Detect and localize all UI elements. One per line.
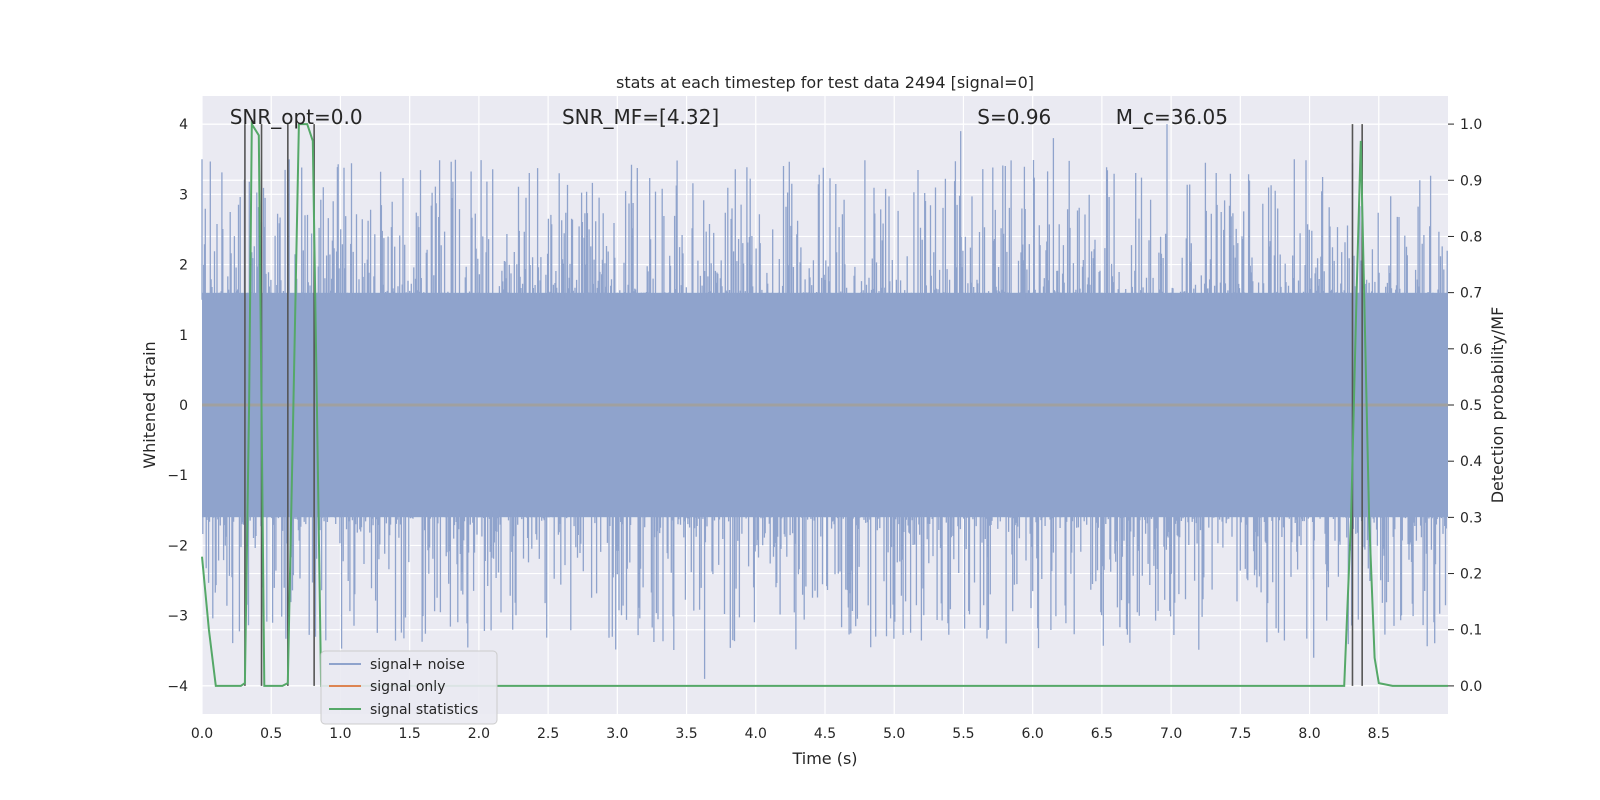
x-tick-label: 3.0 [606,726,628,742]
y2-ticks: 1.0 0.9 0.8 0.7 0.6 0.5 0.4 0.3 0.2 0.1 0.0 [1448,117,1482,695]
annotation-label: S=0.96 [977,105,1051,129]
y2-tick-label: 1.0 [1460,117,1482,133]
y2-tick-label: 0.2 [1460,567,1482,583]
x-tick-label: 5.0 [883,726,905,742]
x-ticks: 0.0 0.5 1.0 1.5 2.0 2.5 3.0 3.5 4.0 4.5 5.0 5.5 6.0 6… [191,726,1390,742]
y-axis-label: Whitened strain [140,341,159,468]
legend-label-signal-statistics: signal statistics [370,702,478,718]
y-tick-label: −2 [167,538,188,554]
chart-title: stats at each timestep for test data 249… [616,73,1034,92]
x-tick-label: 4.0 [745,726,767,742]
y2-axis-label: Detection probability/MF [1488,307,1507,504]
y2-tick-label: 0.7 [1460,286,1482,302]
y2-tick-label: 0.1 [1460,623,1482,639]
y2-tick-label: 0.0 [1460,679,1482,695]
annotations: SNR_opt=0.0 SNR_MF=[4.32] S=0.96 M_c=36.05 [230,105,1228,129]
y2-tick-label: 0.6 [1460,342,1482,358]
y-ticks: 4 3 2 1 0 −1 −2 −3 −4 [167,117,188,695]
x-tick-label: 2.5 [537,726,559,742]
y-tick-label: 1 [179,328,188,344]
y2-tick-label: 0.5 [1460,398,1482,414]
x-tick-label: 7.5 [1229,726,1251,742]
annotation-label: M_c=36.05 [1116,105,1228,129]
x-axis-label: Time (s) [791,749,857,768]
y-tick-label: −4 [167,679,188,695]
x-tick-label: 8.0 [1298,726,1320,742]
annotation-label: SNR_MF=[4.32] [562,105,719,129]
legend-box [320,650,498,725]
y-tick-label: 0 [179,398,188,414]
y2-tick-label: 0.9 [1460,173,1482,189]
y2-tick-label: 0.4 [1460,454,1482,470]
x-tick-label: 6.0 [1022,726,1044,742]
x-tick-label: 6.5 [1091,726,1113,742]
x-tick-label: 4.5 [814,726,836,742]
x-tick-label: 3.5 [675,726,697,742]
y-tick-label: −1 [167,468,188,484]
x-tick-label: 5.5 [952,726,974,742]
y2-tick-label: 0.8 [1460,229,1482,245]
legend-label-signal-plus-noise: signal+ noise [370,657,465,673]
x-tick-label: 0.0 [191,726,213,742]
noise-spikes [201,124,1448,679]
x-tick-label: 8.5 [1368,726,1390,742]
x-tick-label: 2.0 [468,726,490,742]
y-tick-label: 3 [179,187,188,203]
y-tick-label: −3 [167,609,188,625]
y2-tick-label: 0.3 [1460,510,1482,526]
y-tick-label: 2 [179,258,188,274]
y-tick-label: 4 [179,117,188,133]
legend-label-signal-only: signal only [370,679,445,695]
annotation-label: SNR_opt=0.0 [230,105,363,129]
x-tick-label: 0.5 [260,726,282,742]
legend: signal+ noise signal only signal statist… [320,650,498,725]
x-tick-label: 1.5 [399,726,421,742]
x-tick-label: 7.0 [1160,726,1182,742]
x-tick-label: 1.0 [329,726,351,742]
